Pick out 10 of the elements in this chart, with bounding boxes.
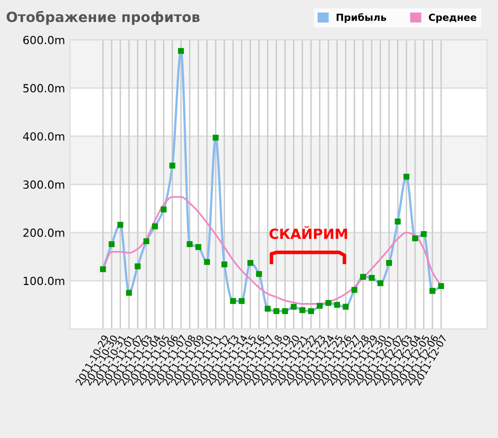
y-tick-label: 600.0m <box>23 36 64 44</box>
y-tick-label: 400.0m <box>23 132 64 141</box>
legend-label: Прибыль <box>336 13 386 23</box>
legend-label: Среднее <box>428 14 476 23</box>
y-tick-label: 500.0m <box>23 84 64 92</box>
annotation: СКАЙРИМ <box>269 226 348 240</box>
y-tick-label: 200.0m <box>23 228 64 237</box>
y-tick-label: 100.0m <box>24 276 64 286</box>
chart-title: Отображение профитов <box>6 10 200 25</box>
y-tick-label: 300.0m <box>23 180 64 189</box>
